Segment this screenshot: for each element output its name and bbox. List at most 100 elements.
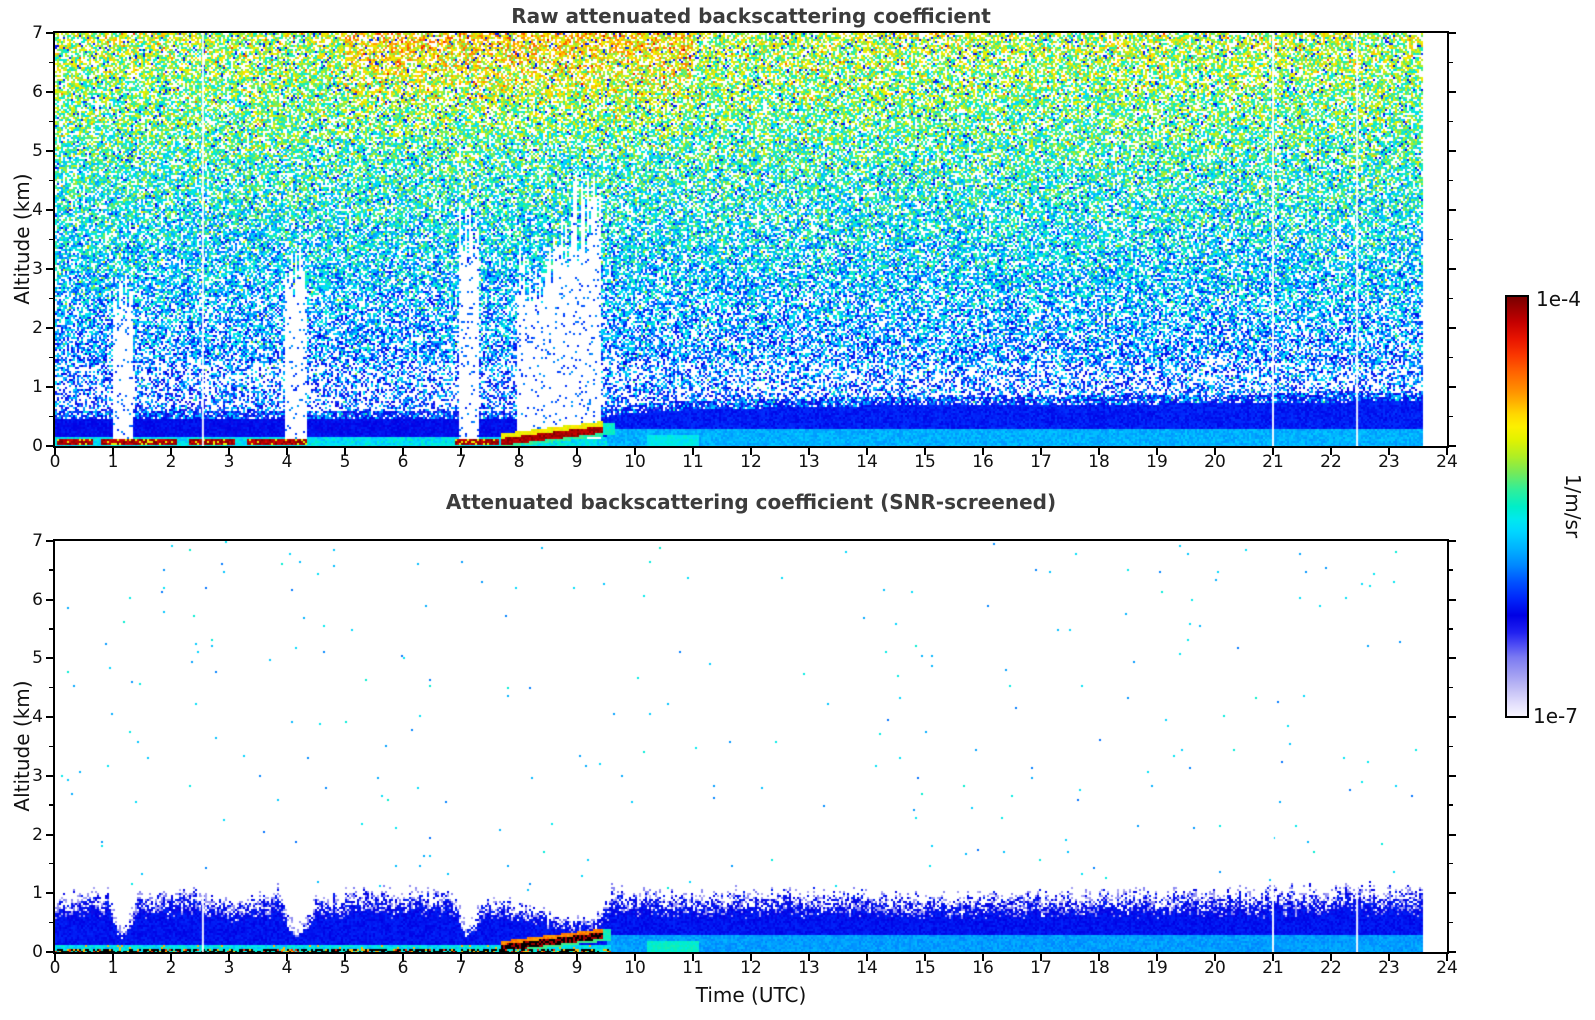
y-minor-tick <box>49 297 53 299</box>
x-tick-label: 5 <box>339 452 351 472</box>
x-tick-label: 3 <box>223 958 235 978</box>
y-minor-tick <box>49 61 53 63</box>
x-tick-label: 9 <box>571 452 583 472</box>
x-tick-label: 5 <box>339 958 351 978</box>
x-tick <box>1214 954 1216 961</box>
screened-backscatter-heatmap <box>55 541 1447 952</box>
x-tick-label: 0 <box>49 452 61 472</box>
y-tick <box>1449 32 1456 34</box>
x-tick-label: 23 <box>1378 452 1400 472</box>
y-tick-label: 7 <box>32 23 43 43</box>
x-tick-label: 17 <box>1030 958 1052 978</box>
y-tick <box>1449 540 1456 542</box>
y-minor-tick <box>1449 804 1453 806</box>
x-tick-label: 17 <box>1030 452 1052 472</box>
y-minor-tick <box>49 569 53 571</box>
y-minor-tick <box>1449 120 1453 122</box>
y-tick <box>1449 327 1456 329</box>
y-tick <box>46 833 53 836</box>
x-tick-label: 8 <box>513 452 525 472</box>
x-tick <box>54 448 56 455</box>
y-tick <box>46 716 53 719</box>
y-tick <box>1449 598 1456 601</box>
x-tick <box>170 448 172 455</box>
y-tick <box>1449 833 1456 836</box>
x-tick <box>1446 448 1448 455</box>
y-tick <box>46 892 53 895</box>
x-tick <box>402 448 404 455</box>
y-minor-tick <box>49 415 53 417</box>
x-tick-label: 14 <box>856 958 878 978</box>
y-minor-tick <box>1449 921 1453 924</box>
x-tick-label: 16 <box>972 958 994 978</box>
x-tick-label: 6 <box>397 452 409 472</box>
y-minor-tick <box>1449 628 1453 630</box>
x-tick <box>286 954 288 961</box>
x-tick <box>170 954 172 961</box>
x-tick <box>228 954 230 961</box>
bottom-plot-frame <box>53 539 1449 954</box>
x-tick-label: 14 <box>856 452 878 472</box>
y-tick-label: 7 <box>32 531 43 551</box>
x-tick <box>750 954 752 961</box>
y-minor-tick <box>49 238 53 240</box>
y-tick <box>1449 91 1456 93</box>
y-minor-tick <box>1449 569 1453 571</box>
y-tick-label: 5 <box>32 648 43 669</box>
x-tick-label: 24 <box>1436 958 1458 978</box>
x-tick-label: 1 <box>107 452 119 472</box>
x-tick <box>1272 954 1274 961</box>
y-minor-tick <box>49 921 53 924</box>
x-tick <box>1040 448 1042 455</box>
y-tick <box>46 774 53 777</box>
y-minor-tick <box>1449 356 1453 358</box>
x-tick <box>1098 448 1100 455</box>
x-tick <box>982 448 984 455</box>
bottom-panel-title: Attenuated backscattering coefficient (S… <box>445 490 1057 514</box>
x-tick-label: 12 <box>740 452 762 472</box>
x-tick <box>634 954 636 961</box>
y-tick <box>1449 150 1456 152</box>
y-tick <box>1449 268 1456 270</box>
x-tick <box>344 954 346 961</box>
x-tick-label: 20 <box>1204 452 1226 472</box>
x-tick-label: 16 <box>972 452 994 472</box>
x-tick-label: 13 <box>798 958 820 978</box>
y-minor-tick <box>49 120 53 122</box>
colorbar-min-label: 1e-7 <box>1533 704 1578 728</box>
x-tick-label: 19 <box>1146 958 1168 978</box>
y-tick <box>1449 716 1456 719</box>
x-tick-label: 21 <box>1262 958 1284 978</box>
top-panel-title: Raw attenuated backscattering coefficien… <box>511 4 991 28</box>
x-tick-label: 21 <box>1262 452 1284 472</box>
x-tick-label: 11 <box>682 452 704 472</box>
y-tick-label: 5 <box>32 141 43 161</box>
x-tick-label: 24 <box>1436 452 1458 472</box>
x-tick <box>1098 954 1100 961</box>
x-tick <box>1388 448 1390 455</box>
y-minor-tick <box>49 356 53 358</box>
x-axis-label: Time (UTC) <box>695 983 807 1007</box>
x-tick <box>112 448 114 455</box>
x-tick-label: 6 <box>397 958 409 978</box>
x-tick <box>634 448 636 455</box>
y-tick-label: 4 <box>32 707 43 728</box>
y-tick <box>1449 209 1456 211</box>
x-tick <box>1272 448 1274 455</box>
x-tick-label: 2 <box>165 958 177 978</box>
y-minor-tick <box>1449 862 1453 865</box>
x-tick <box>1214 448 1216 455</box>
x-tick-label: 23 <box>1378 958 1400 978</box>
x-tick-label: 7 <box>455 452 467 472</box>
x-tick <box>692 448 694 455</box>
x-tick-label: 10 <box>624 958 646 978</box>
x-tick <box>808 448 810 455</box>
y-tick <box>46 540 53 542</box>
x-tick <box>982 954 984 961</box>
y-tick <box>46 445 53 447</box>
x-tick <box>1330 448 1332 455</box>
x-tick <box>924 448 926 455</box>
x-tick <box>1388 954 1390 961</box>
y-minor-tick <box>1449 745 1453 747</box>
y-minor-tick <box>1449 61 1453 63</box>
